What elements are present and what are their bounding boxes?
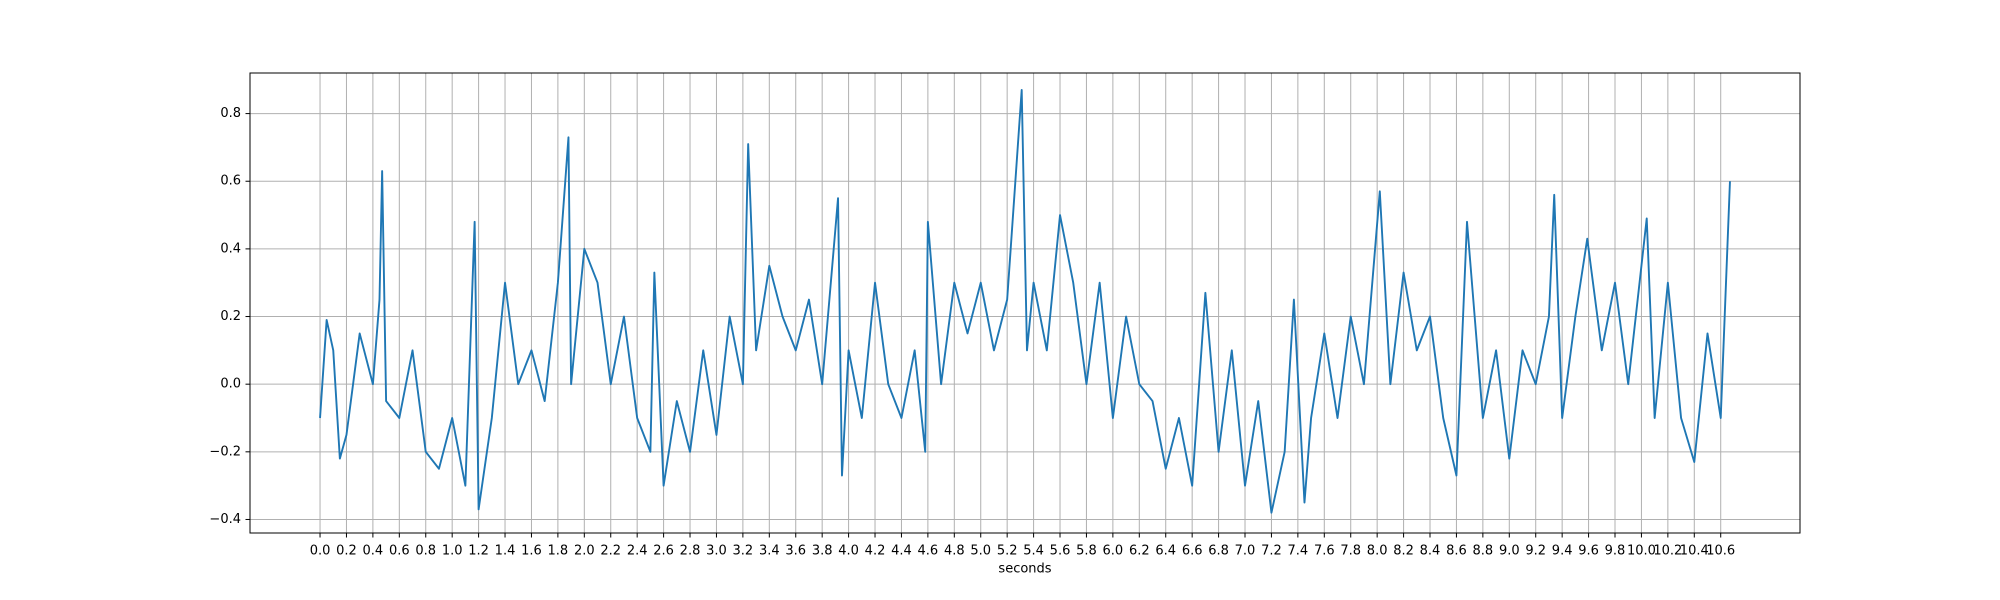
x-tick-label: 8.0 <box>1367 544 1388 559</box>
x-tick-label: 7.4 <box>1288 544 1309 559</box>
x-tick-label: 1.6 <box>521 544 542 559</box>
x-tick-label: 7.2 <box>1261 544 1282 559</box>
x-tick-label: 9.8 <box>1605 544 1626 559</box>
x-tick-label: 9.2 <box>1525 544 1546 559</box>
x-tick-label: 9.6 <box>1578 544 1599 559</box>
x-tick-label: 7.8 <box>1340 544 1361 559</box>
x-tick-label: 6.4 <box>1155 544 1176 559</box>
x-tick-label: 6.8 <box>1208 544 1229 559</box>
x-tick-label: 8.6 <box>1446 544 1467 559</box>
x-tick-label: 2.0 <box>574 544 595 559</box>
x-tick-label: 0.8 <box>415 544 436 559</box>
x-tick-label: 10.2 <box>1653 544 1682 559</box>
y-tick-label: −0.4 <box>209 512 241 527</box>
x-tick-label: 10.0 <box>1627 544 1656 559</box>
y-tick-label: 0.8 <box>220 106 241 121</box>
x-tick-label: 2.2 <box>600 544 621 559</box>
y-tick-label: −0.2 <box>209 444 241 459</box>
x-tick-label: 3.0 <box>706 544 727 559</box>
x-tick-label: 7.0 <box>1235 544 1256 559</box>
x-tick-label: 1.2 <box>468 544 489 559</box>
x-tick-label: 5.8 <box>1076 544 1097 559</box>
x-tick-label: 10.4 <box>1680 544 1709 559</box>
x-tick-label: 7.6 <box>1314 544 1335 559</box>
x-tick-label: 2.8 <box>680 544 701 559</box>
y-tick-label: 0.4 <box>220 241 241 256</box>
x-tick-label: 9.0 <box>1499 544 1520 559</box>
x-tick-label: 3.8 <box>812 544 833 559</box>
x-tick-label: 6.0 <box>1103 544 1124 559</box>
y-tick-label: 0.0 <box>220 377 241 392</box>
x-tick-label: 8.8 <box>1473 544 1494 559</box>
x-tick-label: 5.0 <box>970 544 991 559</box>
x-tick-label: 1.4 <box>495 544 516 559</box>
x-tick-label: 5.4 <box>1023 544 1044 559</box>
x-tick-label: 0.6 <box>389 544 410 559</box>
x-tick-label: 2.6 <box>653 544 674 559</box>
x-tick-label: 8.2 <box>1393 544 1414 559</box>
x-tick-label: 0.2 <box>336 544 357 559</box>
x-tick-label: 5.2 <box>997 544 1018 559</box>
x-tick-label: 3.6 <box>785 544 806 559</box>
x-tick-label: 6.2 <box>1129 544 1150 559</box>
x-tick-label: 4.6 <box>918 544 939 559</box>
x-tick-label: 0.0 <box>310 544 331 559</box>
x-tick-label: 1.8 <box>548 544 569 559</box>
x-tick-label: 10.6 <box>1706 544 1735 559</box>
data-line <box>319 88 1731 514</box>
x-tick-label: 4.4 <box>891 544 912 559</box>
x-axis-label: seconds <box>998 562 1051 577</box>
x-tick-label: 3.2 <box>733 544 754 559</box>
x-tick-label: 1.0 <box>442 544 463 559</box>
y-tick-label: 0.6 <box>220 174 241 189</box>
x-tick-label: 4.8 <box>944 544 965 559</box>
x-tick-label: 2.4 <box>627 544 648 559</box>
axes-frame <box>249 72 1801 534</box>
x-tick-label: 6.6 <box>1182 544 1203 559</box>
x-tick-label: 4.0 <box>838 544 859 559</box>
x-tick-label: 3.4 <box>759 544 780 559</box>
y-tick-label: 0.2 <box>220 309 241 324</box>
x-tick-label: 8.4 <box>1420 544 1441 559</box>
x-tick-label: 5.6 <box>1050 544 1071 559</box>
x-tick-label: 4.2 <box>865 544 886 559</box>
x-tick-label: 0.4 <box>363 544 384 559</box>
x-tick-label: 9.4 <box>1552 544 1573 559</box>
